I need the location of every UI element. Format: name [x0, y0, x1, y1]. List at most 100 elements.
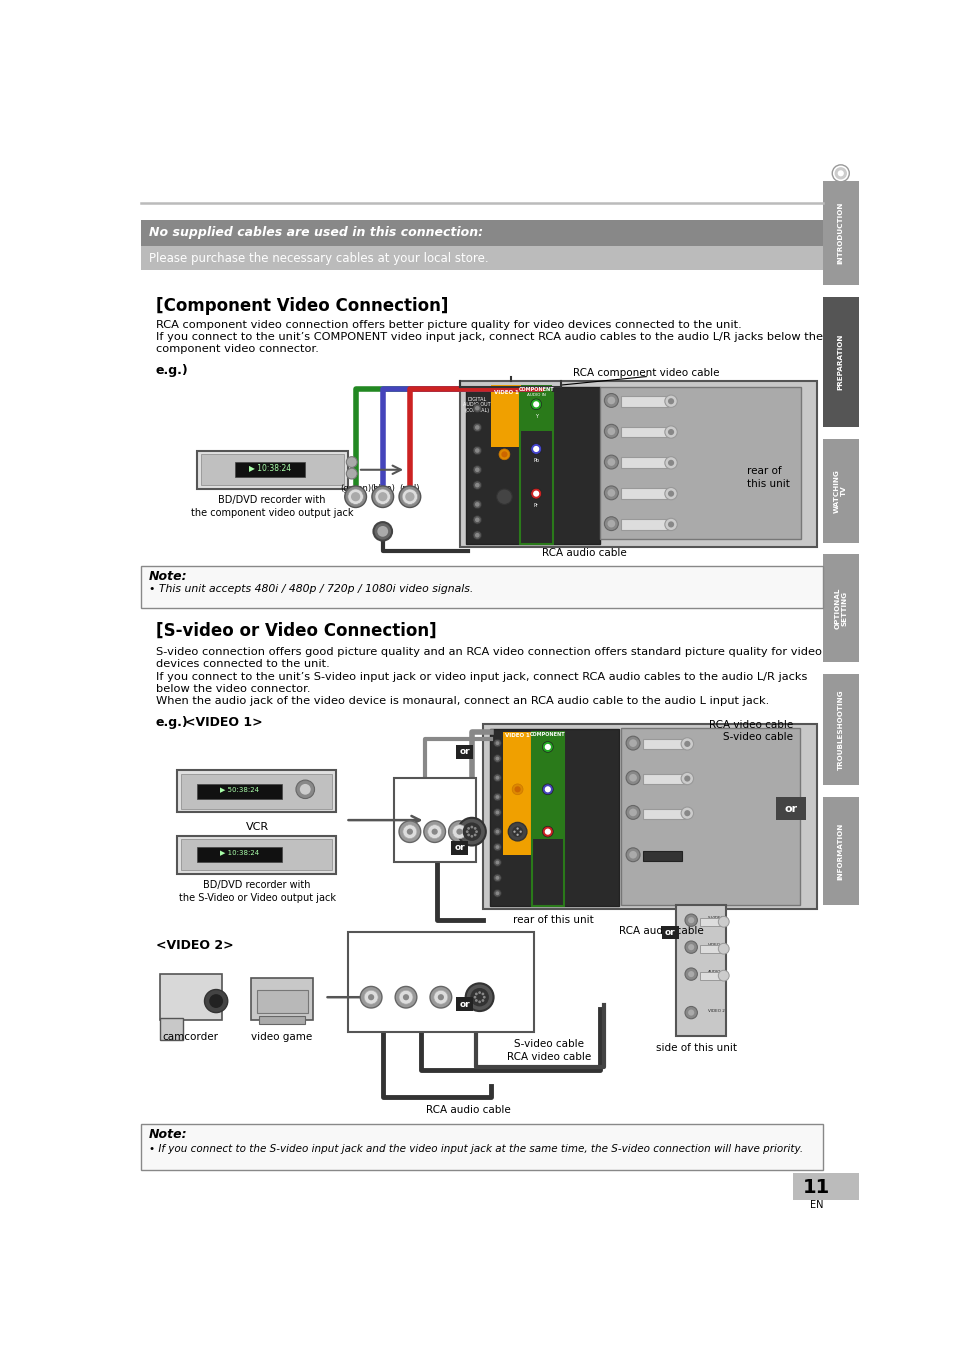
Circle shape — [495, 860, 498, 864]
Text: VIDEO 2: VIDEO 2 — [707, 1008, 724, 1012]
Text: BD/DVD recorder with
the component video output jack: BD/DVD recorder with the component video… — [191, 495, 353, 519]
Circle shape — [500, 452, 507, 457]
Bar — [822, 674, 858, 786]
Circle shape — [607, 520, 615, 527]
Circle shape — [493, 890, 500, 898]
Bar — [822, 181, 858, 284]
Circle shape — [604, 516, 618, 531]
Text: WATCHING
TV: WATCHING TV — [834, 469, 846, 512]
Text: side of this unit: side of this unit — [656, 1043, 737, 1053]
Text: DIGITAL
AUDIO OUT
(COAXIAL): DIGITAL AUDIO OUT (COAXIAL) — [463, 396, 491, 414]
Circle shape — [427, 825, 441, 838]
Text: rear of
this unit: rear of this unit — [746, 466, 789, 489]
Circle shape — [405, 492, 415, 501]
Bar — [642, 809, 685, 818]
Bar — [177, 836, 335, 874]
Text: S-video connection offers good picture quality and an RCA video connection offer: S-video connection offers good picture q… — [155, 647, 821, 656]
Circle shape — [398, 991, 413, 1004]
Circle shape — [475, 448, 479, 453]
Text: [Component Video Connection]: [Component Video Connection] — [155, 297, 448, 314]
Circle shape — [493, 739, 500, 747]
Circle shape — [687, 917, 694, 923]
Circle shape — [625, 736, 639, 749]
Circle shape — [512, 826, 522, 837]
Circle shape — [346, 457, 356, 468]
Circle shape — [493, 774, 500, 782]
Bar — [456, 744, 473, 759]
Text: 11: 11 — [802, 1178, 829, 1197]
Circle shape — [437, 993, 443, 1000]
Bar — [822, 439, 858, 543]
Bar — [181, 774, 332, 809]
Bar — [257, 989, 307, 1012]
Text: e.g.): e.g.) — [155, 364, 189, 377]
Circle shape — [473, 481, 481, 489]
Circle shape — [495, 810, 498, 814]
Circle shape — [473, 465, 481, 474]
Text: component video connector.: component video connector. — [155, 344, 318, 355]
Circle shape — [718, 944, 728, 954]
Bar — [620, 728, 799, 905]
Circle shape — [402, 993, 409, 1000]
Text: VIDEO: VIDEO — [707, 944, 720, 948]
Circle shape — [481, 999, 484, 1002]
Circle shape — [683, 810, 690, 817]
Text: • If you connect to the S-video input jack and the video input jack at the same : • If you connect to the S-video input ja… — [149, 1144, 802, 1154]
Text: <VIDEO 2>: <VIDEO 2> — [155, 940, 233, 953]
Circle shape — [348, 489, 363, 504]
Circle shape — [475, 406, 479, 411]
Bar — [196, 785, 282, 799]
Text: VIDEO 1: VIDEO 1 — [493, 391, 517, 395]
Text: (blue): (blue) — [370, 484, 395, 493]
Circle shape — [473, 996, 476, 999]
Circle shape — [516, 828, 518, 830]
Circle shape — [493, 755, 500, 763]
Circle shape — [373, 522, 392, 541]
Circle shape — [465, 830, 468, 833]
Text: No supplied cables are used in this connection:: No supplied cables are used in this conn… — [149, 226, 482, 240]
Bar — [196, 450, 348, 489]
Circle shape — [837, 170, 843, 177]
Circle shape — [470, 988, 488, 1007]
Circle shape — [513, 830, 516, 833]
Circle shape — [687, 971, 694, 977]
Circle shape — [467, 828, 470, 830]
Text: VIDEO 1: VIDEO 1 — [505, 733, 530, 739]
Circle shape — [664, 426, 677, 438]
Circle shape — [684, 1007, 697, 1019]
Bar — [159, 1018, 183, 1039]
Circle shape — [544, 786, 550, 793]
Bar — [348, 931, 534, 1031]
Circle shape — [493, 844, 500, 851]
Circle shape — [434, 991, 447, 1004]
Text: S-VIDEO: S-VIDEO — [707, 917, 724, 921]
Circle shape — [377, 526, 388, 537]
Circle shape — [474, 828, 476, 830]
Circle shape — [544, 829, 550, 834]
Text: VCR: VCR — [245, 822, 269, 832]
Circle shape — [475, 999, 477, 1002]
Text: COMPONENT: COMPONENT — [530, 732, 565, 736]
Bar — [642, 774, 685, 785]
Circle shape — [372, 485, 394, 507]
Text: ▶ 50:38:24: ▶ 50:38:24 — [219, 786, 258, 793]
Text: devices connected to the unit.: devices connected to the unit. — [155, 659, 329, 669]
Text: ▶ 10:38:24: ▶ 10:38:24 — [219, 849, 258, 856]
Circle shape — [395, 987, 416, 1008]
Circle shape — [448, 821, 470, 842]
Circle shape — [629, 809, 637, 817]
Circle shape — [452, 825, 466, 838]
Circle shape — [475, 518, 479, 522]
Circle shape — [684, 914, 697, 926]
Circle shape — [344, 485, 366, 507]
Circle shape — [625, 771, 639, 785]
Text: [S-video or Video Connection]: [S-video or Video Connection] — [155, 621, 436, 639]
Bar — [620, 457, 667, 468]
Circle shape — [625, 848, 639, 861]
Bar — [394, 778, 476, 863]
Circle shape — [687, 1010, 694, 1015]
Circle shape — [629, 851, 637, 859]
Circle shape — [493, 859, 500, 867]
Bar — [531, 732, 563, 906]
Bar — [141, 247, 822, 270]
